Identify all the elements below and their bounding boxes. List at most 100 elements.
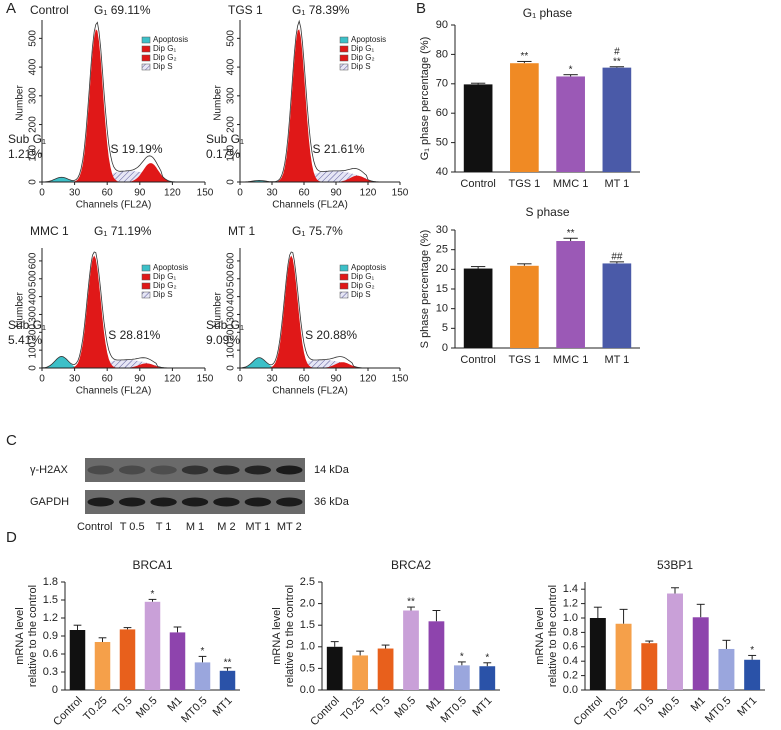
subg1-value: 1.21%	[8, 147, 42, 161]
x-tick-label: T0.25	[602, 695, 630, 723]
subg1-label: Sub G₁	[8, 132, 46, 146]
apoptosis-area	[240, 357, 400, 368]
y-tick-label: 200	[28, 116, 39, 133]
blot-band	[118, 465, 146, 475]
significance-label: *	[151, 589, 155, 600]
significance-label: **	[613, 56, 621, 67]
plot-title: MMC 1	[30, 224, 69, 238]
y-tick-label: 5	[442, 322, 448, 334]
y-tick-label: 90	[436, 19, 448, 31]
s-label: S 19.19%	[110, 142, 162, 156]
y-axis-label: S phase percentage (%)	[419, 230, 431, 349]
x-tick-label: MMC 1	[553, 354, 588, 366]
significance-label: **	[224, 657, 232, 668]
bar	[403, 610, 419, 690]
significance-label: **	[567, 228, 575, 239]
blot-band	[181, 465, 209, 475]
y-tick-label: 400	[28, 58, 39, 75]
legend-swatch	[339, 45, 349, 53]
bar	[428, 621, 445, 690]
y-tick-label: 2.5	[300, 576, 315, 588]
y-tick-label: 0.9	[43, 630, 58, 642]
significance-label: ##	[611, 252, 623, 263]
x-tick-label: M1	[424, 695, 443, 714]
blot-band	[150, 497, 177, 507]
subg1-label: Sub G₁	[8, 318, 46, 332]
y-tick-label: 0	[52, 684, 58, 696]
x-tick-label: 150	[392, 374, 409, 385]
subg1-value: 0.17%	[206, 147, 240, 161]
x-tick-label: MMC 1	[553, 178, 588, 190]
x-tick-label: 60	[298, 374, 310, 385]
y-axis-label: Number	[15, 85, 26, 121]
y-tick-label: 40	[436, 166, 448, 178]
g1-label: G₁ 78.39%	[292, 3, 350, 17]
y-axis-label: Number	[213, 292, 224, 328]
y-tick-label: 60	[436, 107, 448, 119]
panel-label: C	[6, 432, 17, 449]
x-tick-label: 0	[39, 374, 45, 385]
blot-band	[213, 497, 240, 507]
y-tick-label: 10	[436, 303, 448, 315]
x-tick-label: 150	[197, 374, 214, 385]
chart-title: G₁ phase	[523, 6, 573, 20]
legend-label: Apoptosis	[153, 263, 188, 272]
blot-band	[276, 497, 303, 507]
y-tick-label: 300	[28, 87, 39, 104]
blot-band	[118, 497, 146, 507]
legend-swatch	[141, 264, 151, 272]
bar	[641, 643, 658, 690]
significance-label: *	[569, 64, 573, 75]
y-tick-label: 1.5	[43, 594, 58, 606]
y-axis-label: mRNA level	[534, 607, 546, 664]
bar	[510, 63, 539, 172]
blot-band	[276, 465, 303, 475]
bar	[377, 648, 394, 690]
x-tick-label: MT0.5	[179, 695, 210, 726]
x-tick-label: M0.5	[134, 695, 160, 721]
row-label: GAPDH	[30, 496, 69, 508]
x-tick-label: MT1	[735, 695, 759, 719]
bar	[219, 670, 236, 690]
x-tick-label: M0.5	[392, 695, 418, 721]
bar	[602, 67, 632, 172]
y-tick-label: 30	[436, 224, 448, 236]
x-tick-label: 90	[134, 188, 146, 199]
blot-band	[244, 465, 272, 475]
x-tick-label: 150	[392, 188, 409, 199]
y-tick-label: 70	[436, 78, 448, 90]
x-tick-label: MT 1	[604, 178, 629, 190]
s-label: S 20.88%	[305, 328, 357, 342]
y-axis-label: relative to the control	[284, 585, 296, 687]
legend-label: Dip G₂	[153, 53, 177, 62]
bar	[194, 662, 211, 690]
lane-label: T 1	[156, 521, 172, 533]
y-tick-label: 200	[226, 324, 237, 341]
s-phase-area	[240, 170, 400, 182]
panel-label: A	[6, 0, 16, 17]
legend-swatch	[141, 36, 151, 44]
lane-label: M 1	[186, 521, 204, 533]
bar	[602, 263, 632, 348]
bar	[556, 76, 585, 172]
g1-peak	[42, 255, 205, 368]
y-axis-label: mRNA level	[14, 607, 26, 664]
x-tick-label: 30	[69, 188, 81, 199]
subg1-value: 9.09%	[206, 333, 240, 347]
chart-title: S phase	[525, 205, 569, 219]
x-tick-label: M1	[689, 695, 708, 714]
y-tick-label: 0	[28, 179, 39, 185]
y-tick-label: 1.2	[563, 598, 578, 610]
legend-swatch	[339, 36, 349, 44]
y-tick-label: 600	[28, 252, 39, 269]
bar	[144, 601, 161, 690]
legend-swatch	[141, 273, 151, 281]
legend-swatch	[339, 264, 349, 272]
y-tick-label: 500	[226, 270, 237, 287]
significance-label: #	[614, 46, 620, 57]
y-tick-label: 0.5	[300, 662, 315, 674]
y-tick-label: 15	[436, 283, 448, 295]
bar	[119, 629, 136, 690]
bar	[510, 265, 539, 348]
legend-swatch	[141, 63, 151, 71]
